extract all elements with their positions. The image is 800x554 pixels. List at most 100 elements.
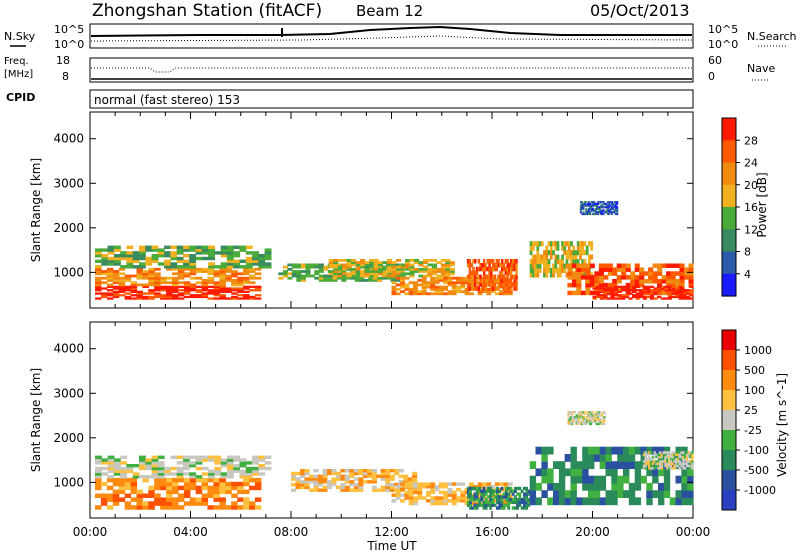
data-cell	[118, 283, 126, 287]
data-cell	[362, 469, 368, 473]
data-cell	[456, 487, 461, 492]
data-cell	[642, 451, 646, 454]
data-cell	[136, 283, 143, 287]
data-cell	[642, 453, 646, 457]
data-cell	[451, 496, 457, 500]
data-cell	[481, 278, 484, 283]
data-cell	[649, 297, 655, 300]
data-cell	[331, 469, 337, 473]
data-cell	[225, 489, 232, 495]
data-cell	[470, 278, 473, 283]
data-cell	[317, 488, 323, 492]
data-cell	[139, 262, 146, 266]
data-cell	[662, 455, 665, 459]
data-cell	[682, 464, 685, 468]
data-cell	[581, 206, 584, 209]
data-cell	[207, 477, 214, 483]
data-cell	[529, 272, 533, 278]
data-cell	[516, 500, 519, 505]
data-cell	[481, 286, 484, 291]
data-cell	[460, 493, 466, 497]
data-cell	[574, 259, 578, 265]
data-cell	[471, 498, 475, 502]
data-cell	[610, 207, 613, 211]
data-cell	[142, 295, 149, 299]
data-cell	[653, 287, 658, 290]
data-cell	[576, 412, 579, 416]
data-cell	[373, 259, 379, 262]
data-cell	[323, 276, 329, 280]
data-cell	[472, 282, 475, 287]
data-cell	[599, 297, 604, 300]
data-cell	[118, 489, 126, 495]
data-cell	[166, 292, 173, 295]
data-cell	[308, 480, 314, 484]
data-cell	[625, 275, 631, 280]
x-tick-label: 00:00	[73, 525, 108, 539]
data-cell	[183, 472, 190, 476]
data-cell	[164, 259, 171, 263]
data-cell	[213, 497, 220, 502]
data-cell	[504, 282, 507, 287]
data-cell	[172, 290, 179, 293]
data-cell	[405, 265, 411, 269]
colorbar-tick-label: 500	[744, 364, 765, 377]
data-cell	[409, 267, 415, 271]
data-cell	[413, 499, 418, 503]
freq-panel-frame	[89, 57, 694, 83]
data-cell	[605, 454, 612, 462]
data-cell	[313, 488, 319, 492]
data-cell	[172, 279, 179, 282]
data-cell	[595, 414, 598, 417]
data-cell	[195, 295, 203, 299]
data-cell	[585, 286, 591, 292]
y-tick-label: 3000	[53, 386, 84, 400]
data-cell	[483, 270, 486, 276]
data-cell	[649, 464, 653, 468]
data-cell	[545, 250, 549, 256]
data-cell	[561, 254, 564, 260]
data-cell	[581, 201, 584, 204]
data-cell	[599, 411, 602, 414]
data-cell	[387, 265, 393, 269]
data-cell	[655, 455, 658, 459]
data-cell	[112, 501, 120, 506]
data-cell	[354, 276, 360, 280]
data-cell	[148, 292, 155, 295]
data-cell	[594, 207, 597, 211]
data-cell	[331, 480, 337, 484]
data-cell	[331, 482, 337, 487]
data-cell	[582, 454, 589, 462]
data-cell	[579, 241, 582, 247]
data-cell	[579, 206, 582, 209]
data-cell	[680, 462, 683, 466]
data-cell	[556, 241, 560, 247]
data-cell	[552, 241, 555, 247]
data-cell	[616, 202, 619, 206]
data-cell	[237, 283, 244, 287]
data-cell	[126, 259, 134, 263]
data-cell	[676, 455, 680, 459]
data-cell	[449, 267, 455, 271]
data-cell	[678, 294, 683, 297]
data-cell	[606, 297, 612, 300]
data-cell	[628, 490, 636, 498]
data-cell	[219, 290, 226, 293]
data-cell	[534, 259, 537, 265]
data-cell	[572, 245, 576, 251]
data-cell	[154, 481, 161, 487]
data-cell	[421, 288, 427, 291]
data-cell	[648, 460, 651, 463]
data-cell	[495, 266, 498, 272]
data-cell	[367, 471, 373, 476]
data-cell	[333, 272, 339, 276]
data-cell	[570, 482, 577, 491]
data-cell	[567, 241, 571, 247]
colorbar-tick-label: 24	[744, 157, 758, 170]
data-cell	[172, 505, 179, 510]
data-cell	[514, 495, 517, 499]
data-cell	[671, 466, 674, 470]
data-cell	[499, 262, 502, 268]
data-cell	[599, 419, 602, 422]
data-cell	[226, 254, 234, 258]
